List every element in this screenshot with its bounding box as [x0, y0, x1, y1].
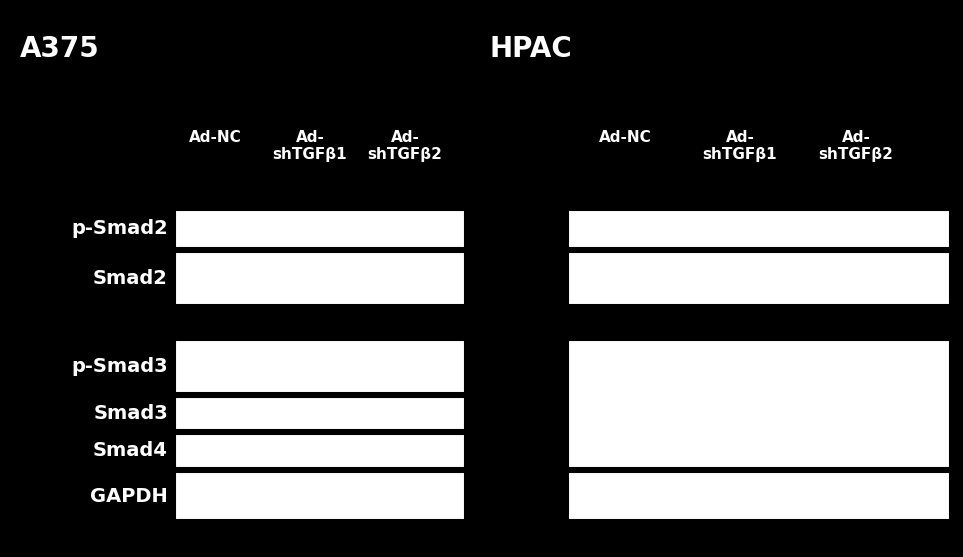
Bar: [175, 340, 465, 393]
Text: p-Smad3: p-Smad3: [71, 357, 168, 376]
Bar: [175, 252, 465, 305]
Text: A375: A375: [20, 35, 100, 63]
Bar: [568, 252, 950, 305]
Text: Ad-
shTGFβ1: Ad- shTGFβ1: [703, 130, 777, 163]
Text: Smad4: Smad4: [93, 442, 168, 461]
Text: Ad-
shTGFβ1: Ad- shTGFβ1: [273, 130, 348, 163]
Bar: [175, 472, 465, 520]
Bar: [568, 340, 950, 468]
Bar: [568, 210, 950, 248]
Text: Ad-NC: Ad-NC: [189, 130, 242, 145]
Bar: [175, 434, 465, 468]
Text: p-Smad2: p-Smad2: [71, 219, 168, 238]
Text: Ad-
shTGFβ2: Ad- shTGFβ2: [819, 130, 894, 163]
Bar: [568, 472, 950, 520]
Text: GAPDH: GAPDH: [91, 486, 168, 506]
Text: Smad3: Smad3: [93, 404, 168, 423]
Bar: [175, 210, 465, 248]
Text: Smad2: Smad2: [93, 269, 168, 288]
Text: Ad-NC: Ad-NC: [599, 130, 651, 145]
Bar: [175, 397, 465, 430]
Text: HPAC: HPAC: [490, 35, 573, 63]
Text: Ad-
shTGFβ2: Ad- shTGFβ2: [368, 130, 442, 163]
